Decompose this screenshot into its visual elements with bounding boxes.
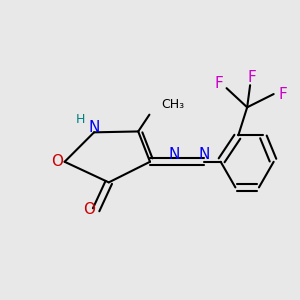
Text: N: N [88,120,100,135]
Text: F: F [278,87,287,102]
Text: O: O [83,202,95,217]
Text: H: H [76,112,86,126]
Text: O: O [51,154,63,169]
Text: N: N [198,147,210,162]
Text: F: F [215,76,224,91]
Text: CH₃: CH₃ [161,98,184,111]
Text: F: F [247,70,256,86]
Text: N: N [169,147,180,162]
